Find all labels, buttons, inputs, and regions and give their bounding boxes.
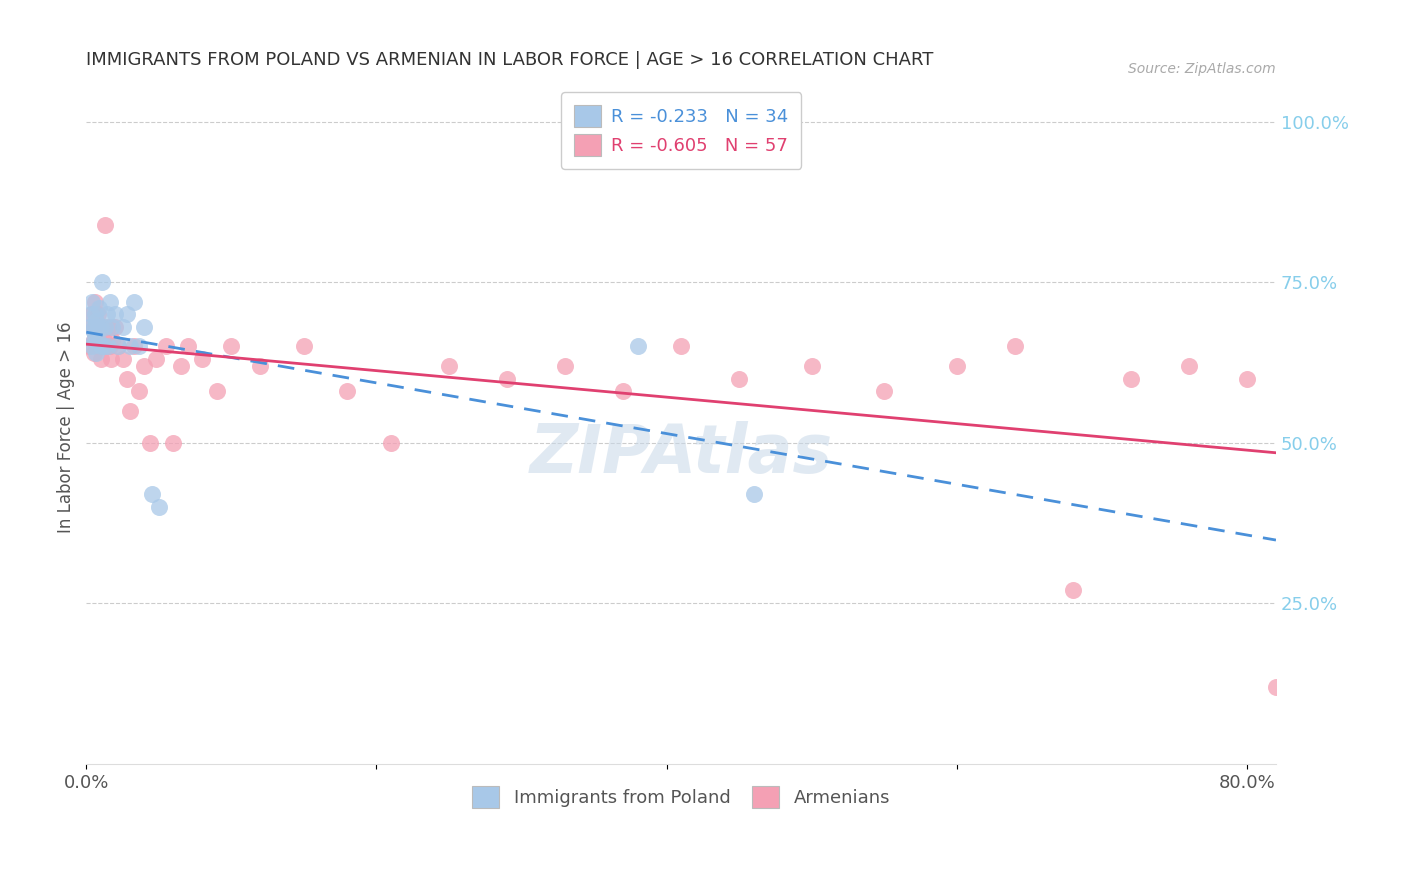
Point [98, 339, 121, 353]
Point [84, 294, 107, 309]
Point [134, 320, 156, 334]
Point [98, 294, 121, 309]
Point [496, 371, 519, 385]
Point [141, 487, 163, 501]
Legend: Immigrants from Poland, Armenians: Immigrants from Poland, Armenians [458, 772, 904, 822]
Point [79, 320, 101, 334]
Point [177, 339, 200, 353]
Point [800, 359, 823, 373]
Point [128, 339, 150, 353]
Point [626, 339, 648, 353]
Point [82, 339, 104, 353]
Point [336, 384, 359, 399]
Point [97, 320, 120, 334]
Point [91, 320, 114, 334]
Point [101, 333, 124, 347]
Point [77, 339, 100, 353]
Point [79, 307, 101, 321]
Point [437, 359, 460, 373]
Point [162, 435, 184, 450]
Point [1119, 371, 1142, 385]
Point [89, 301, 111, 315]
Y-axis label: In Labor Force | Age > 16: In Labor Force | Age > 16 [58, 321, 75, 533]
Point [380, 435, 402, 450]
Point [100, 352, 122, 367]
Point [669, 339, 692, 353]
Point [1265, 680, 1288, 694]
Point [107, 339, 129, 353]
Point [111, 320, 134, 334]
Point [87, 333, 110, 347]
Point [128, 384, 150, 399]
Point [205, 384, 228, 399]
Point [728, 371, 751, 385]
Point [612, 384, 634, 399]
Point [86, 320, 108, 334]
Point [742, 487, 765, 501]
Point [122, 339, 145, 353]
Point [93, 333, 115, 347]
Point [83, 320, 105, 334]
Point [115, 371, 138, 385]
Point [84, 326, 107, 341]
Point [84, 307, 107, 321]
Point [83, 333, 105, 347]
Point [87, 320, 110, 334]
Text: Source: ZipAtlas.com: Source: ZipAtlas.com [1129, 62, 1277, 76]
Point [94, 218, 117, 232]
Point [86, 339, 108, 353]
Point [139, 435, 162, 450]
Point [82, 307, 104, 321]
Point [554, 359, 576, 373]
Text: IMMIGRANTS FROM POLAND VS ARMENIAN IN LABOR FORCE | AGE > 16 CORRELATION CHART: IMMIGRANTS FROM POLAND VS ARMENIAN IN LA… [86, 51, 934, 69]
Point [292, 339, 315, 353]
Point [96, 339, 118, 353]
Point [86, 346, 108, 360]
Point [96, 307, 118, 321]
Point [104, 320, 127, 334]
Point [90, 320, 112, 334]
Point [148, 500, 170, 514]
Point [155, 339, 177, 353]
Point [86, 314, 108, 328]
Point [1178, 359, 1201, 373]
Point [122, 294, 145, 309]
Point [945, 359, 967, 373]
Point [93, 339, 115, 353]
Point [118, 339, 141, 353]
Text: ZIPAtlas: ZIPAtlas [530, 421, 832, 487]
Point [97, 339, 120, 353]
Point [90, 339, 112, 353]
Point [169, 359, 191, 373]
Point [221, 339, 243, 353]
Point [83, 333, 105, 347]
Point [94, 320, 117, 334]
Point [134, 359, 156, 373]
Point [77, 320, 100, 334]
Point [87, 307, 110, 321]
Point [101, 320, 124, 334]
Point [82, 294, 104, 309]
Point [1236, 371, 1258, 385]
Point [107, 339, 129, 353]
Point [87, 333, 110, 347]
Point [873, 384, 896, 399]
Point [191, 352, 214, 367]
Point [249, 359, 271, 373]
Point [115, 307, 138, 321]
Point [89, 320, 111, 334]
Point [83, 346, 105, 360]
Point [90, 352, 112, 367]
Point [118, 403, 141, 417]
Point [111, 352, 134, 367]
Point [90, 339, 112, 353]
Point [91, 275, 114, 289]
Point [104, 307, 127, 321]
Point [1062, 583, 1084, 598]
Point [1004, 339, 1026, 353]
Point [145, 352, 167, 367]
